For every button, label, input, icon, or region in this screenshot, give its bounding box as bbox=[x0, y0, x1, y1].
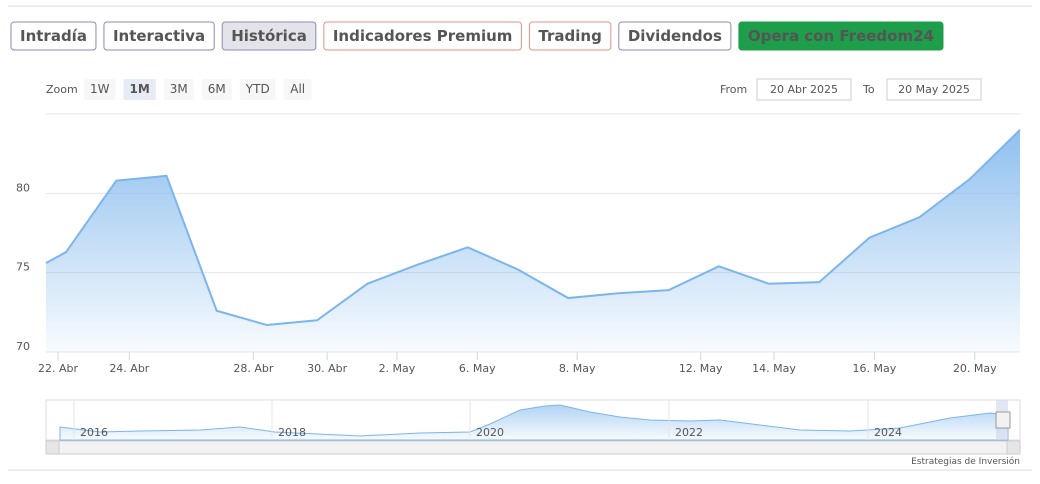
zoom-button-label: 3M bbox=[170, 82, 188, 96]
tab-label: Interactiva bbox=[113, 27, 205, 45]
tab-label: Opera con Freedom24 bbox=[748, 27, 934, 45]
navigator-label: 2024 bbox=[874, 426, 902, 439]
zoom-button-label: 1W bbox=[90, 82, 110, 96]
tab[interactable] bbox=[323, 21, 522, 51]
from-label: From bbox=[720, 83, 747, 96]
tab-label: Indicadores Premium bbox=[333, 27, 513, 45]
navigator-label: 2018 bbox=[278, 426, 306, 439]
tab-label: Histórica bbox=[231, 27, 307, 45]
tab-label: Dividendos bbox=[628, 27, 722, 45]
tab-label: Intradía bbox=[20, 27, 87, 45]
zoom-button[interactable] bbox=[163, 79, 194, 100]
credit: Estrategias de Inversión bbox=[911, 456, 1020, 467]
x-tick-label: 8. May bbox=[559, 362, 596, 375]
navigator-label: 2022 bbox=[675, 426, 703, 439]
tab[interactable] bbox=[618, 21, 732, 51]
to-label: To bbox=[862, 83, 875, 96]
zoom-button-label: 6M bbox=[208, 82, 226, 96]
scroll-right[interactable] bbox=[1006, 440, 1021, 455]
navigator-label: 2016 bbox=[80, 426, 108, 439]
scrollbar[interactable] bbox=[45, 440, 1021, 455]
x-tick-label: 2. May bbox=[379, 362, 416, 375]
from-value: 20 Abr 2025 bbox=[770, 83, 838, 96]
zoom-button[interactable] bbox=[84, 79, 116, 100]
x-tick-label: 6. May bbox=[459, 362, 496, 375]
zoom-button[interactable] bbox=[123, 79, 156, 100]
x-tick-label: 24. Abr bbox=[109, 362, 149, 375]
tab[interactable] bbox=[10, 21, 97, 51]
y-tick-label: 70 bbox=[16, 340, 30, 353]
tab[interactable] bbox=[738, 21, 944, 51]
zoom-label: Zoom bbox=[46, 83, 78, 96]
scroll-left[interactable] bbox=[45, 440, 60, 455]
tab[interactable] bbox=[103, 21, 215, 51]
from-input[interactable] bbox=[756, 78, 852, 101]
zoom-button[interactable] bbox=[283, 79, 312, 100]
navigator-label: 2020 bbox=[476, 426, 504, 439]
area bbox=[46, 129, 1020, 352]
y-tick-label: 75 bbox=[16, 261, 30, 274]
zoom-button-label: 1M bbox=[130, 82, 150, 96]
x-tick-label: 28. Abr bbox=[233, 362, 273, 375]
navigator-handle[interactable] bbox=[995, 411, 1011, 429]
x-tick-label: 16. May bbox=[853, 362, 897, 375]
tab[interactable] bbox=[221, 21, 317, 51]
tab[interactable] bbox=[528, 21, 612, 51]
tab-label: Trading bbox=[538, 27, 601, 45]
to-input[interactable] bbox=[886, 78, 982, 101]
navigator-series bbox=[59, 404, 1009, 441]
x-tick-label: 30. Abr bbox=[307, 362, 347, 375]
zoom-button[interactable] bbox=[239, 79, 276, 100]
x-tick-label: 22. Abr bbox=[38, 362, 78, 375]
x-tick-label: 12. May bbox=[679, 362, 723, 375]
zoom-button-label: All bbox=[290, 82, 305, 96]
zoom-button-label: YTD bbox=[245, 82, 270, 96]
line bbox=[45, 129, 1021, 327]
x-tick-label: 20. May bbox=[953, 362, 997, 375]
x-tick-label: 14. May bbox=[752, 362, 796, 375]
to-value: 20 May 2025 bbox=[898, 83, 970, 96]
zoom-button[interactable] bbox=[201, 79, 232, 100]
y-tick-label: 80 bbox=[16, 181, 30, 194]
